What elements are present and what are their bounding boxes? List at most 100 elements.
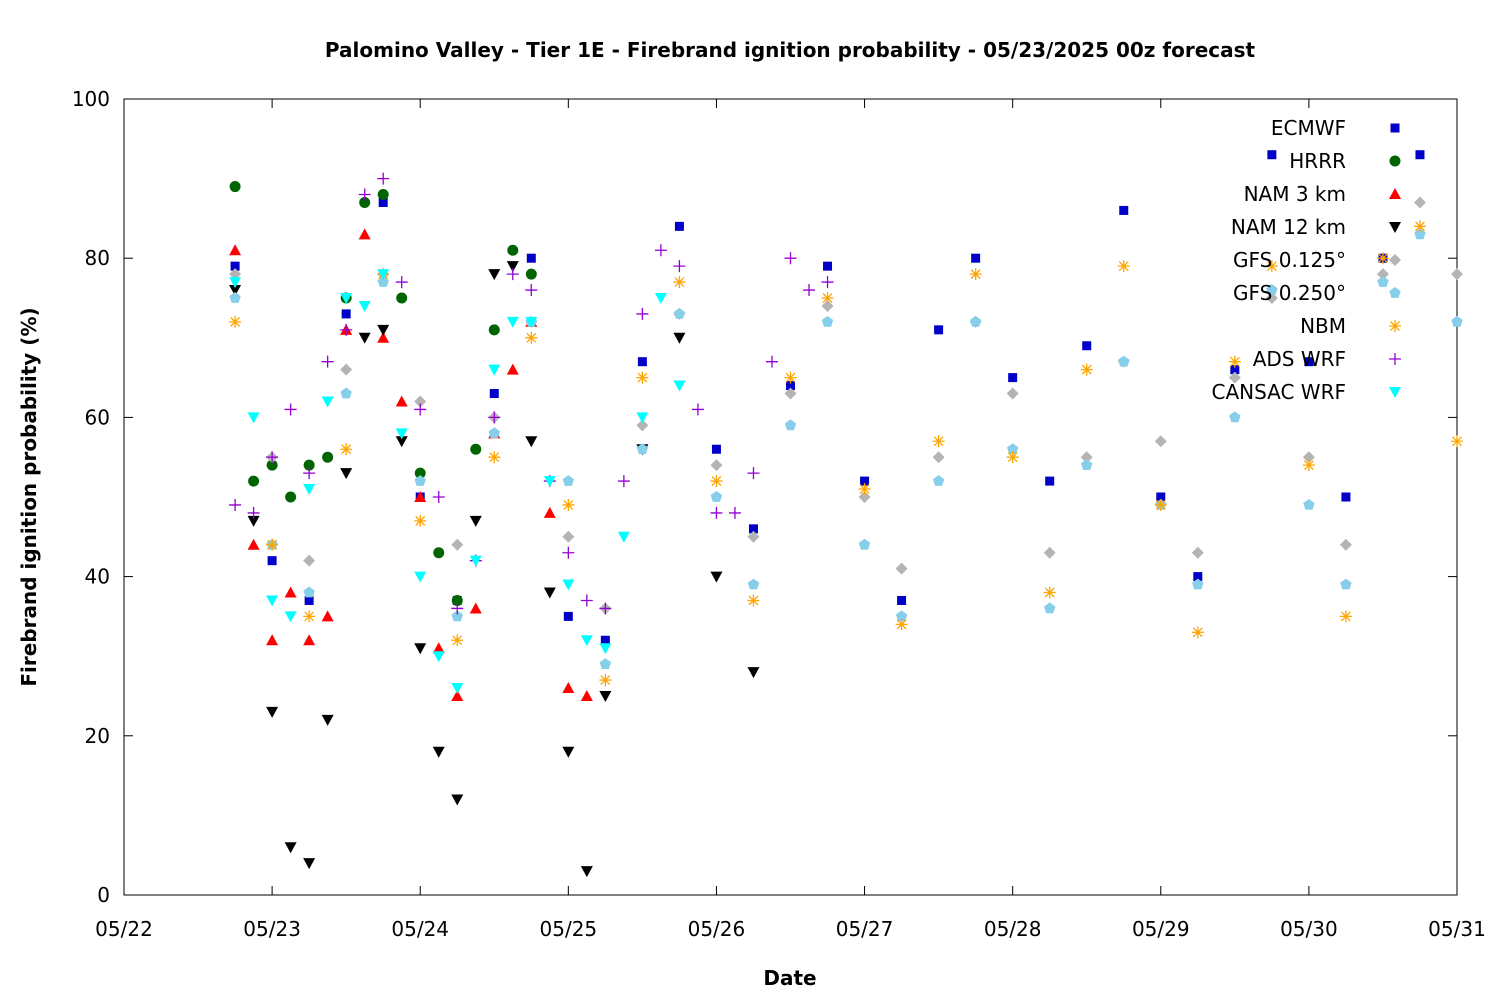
data-point	[488, 269, 501, 281]
data-point	[1377, 276, 1389, 287]
data-point	[1451, 435, 1463, 448]
data-point	[229, 244, 242, 256]
data-point	[321, 714, 334, 726]
data-point	[710, 459, 723, 472]
x-tick-label: 05/22	[95, 917, 153, 941]
data-point	[303, 634, 316, 646]
data-point	[377, 189, 389, 201]
data-point	[895, 618, 908, 631]
data-point	[823, 261, 833, 271]
data-point	[525, 268, 537, 280]
data-point	[617, 531, 630, 543]
data-point	[451, 690, 464, 701]
data-point	[1341, 492, 1351, 502]
data-point	[1451, 315, 1463, 327]
data-point	[229, 292, 241, 303]
data-point	[488, 411, 501, 424]
axis-tick-labels: 05/22 05/23 05/24 05/25 05/26 05/27 05/28 05/29…	[72, 87, 1486, 941]
data-point	[747, 667, 760, 679]
data-point	[599, 643, 612, 655]
data-point	[303, 554, 316, 567]
legend-marker	[1389, 287, 1401, 298]
data-point	[711, 444, 721, 454]
data-point	[654, 244, 667, 257]
data-point	[1119, 205, 1129, 215]
data-point	[432, 746, 445, 758]
data-point	[636, 371, 649, 384]
series-8	[229, 269, 686, 695]
data-point	[414, 491, 427, 502]
data-point	[247, 412, 260, 424]
data-point	[506, 268, 519, 281]
data-point	[266, 634, 279, 646]
data-point	[1154, 498, 1167, 511]
data-point	[377, 331, 390, 343]
data-point	[1154, 435, 1167, 448]
data-point	[303, 858, 316, 870]
data-point	[895, 610, 908, 622]
data-point	[432, 651, 445, 663]
series-5	[229, 228, 1463, 669]
data-point	[895, 562, 908, 575]
data-point	[340, 293, 353, 304]
data-point	[358, 228, 371, 240]
data-point	[580, 866, 593, 878]
data-point	[303, 610, 316, 623]
y-tick-label: 40	[85, 565, 110, 589]
data-point	[543, 476, 556, 488]
data-point	[1118, 355, 1130, 367]
series-1	[229, 181, 537, 606]
data-point	[932, 475, 945, 486]
data-point	[1267, 150, 1277, 160]
data-point	[525, 284, 538, 297]
data-point	[247, 538, 260, 550]
data-point	[1413, 196, 1426, 209]
data-point	[321, 610, 334, 622]
data-point	[1045, 476, 1055, 486]
data-point	[636, 307, 649, 320]
legend-label: NBM	[1300, 314, 1346, 338]
data-point	[1339, 538, 1352, 551]
data-point	[377, 276, 389, 287]
data-point	[1191, 626, 1204, 639]
data-point	[506, 316, 519, 328]
data-point	[784, 252, 797, 265]
data-point	[229, 181, 241, 193]
x-axis-label: Date	[763, 966, 816, 990]
data-point	[414, 571, 427, 583]
data-point	[563, 611, 573, 621]
data-point	[451, 683, 464, 695]
data-point	[284, 611, 297, 623]
data-point	[451, 594, 463, 606]
data-point	[562, 746, 575, 758]
data-point	[1080, 451, 1093, 464]
data-point	[451, 538, 464, 551]
data-point	[1006, 451, 1019, 464]
data-point	[303, 484, 316, 496]
data-point	[284, 586, 297, 598]
data-point	[969, 315, 982, 327]
data-point	[488, 324, 500, 336]
data-point	[358, 300, 371, 312]
data-point	[1414, 228, 1426, 240]
data-point	[1229, 411, 1241, 423]
data-point	[969, 268, 982, 281]
data-point	[636, 419, 649, 432]
data-point	[303, 467, 316, 480]
data-point	[1156, 492, 1166, 502]
data-point	[414, 467, 426, 479]
data-point	[580, 594, 593, 607]
data-point	[1413, 220, 1426, 233]
data-point	[748, 524, 758, 534]
data-point	[432, 642, 445, 654]
data-point	[358, 188, 371, 201]
legend-label: NAM 12 km	[1231, 215, 1346, 239]
data-point	[247, 506, 260, 519]
data-point	[451, 794, 464, 806]
data-point	[1266, 284, 1278, 295]
data-point	[1265, 260, 1278, 273]
data-point	[1043, 546, 1056, 559]
data-point	[821, 315, 834, 327]
data-point	[580, 690, 593, 701]
